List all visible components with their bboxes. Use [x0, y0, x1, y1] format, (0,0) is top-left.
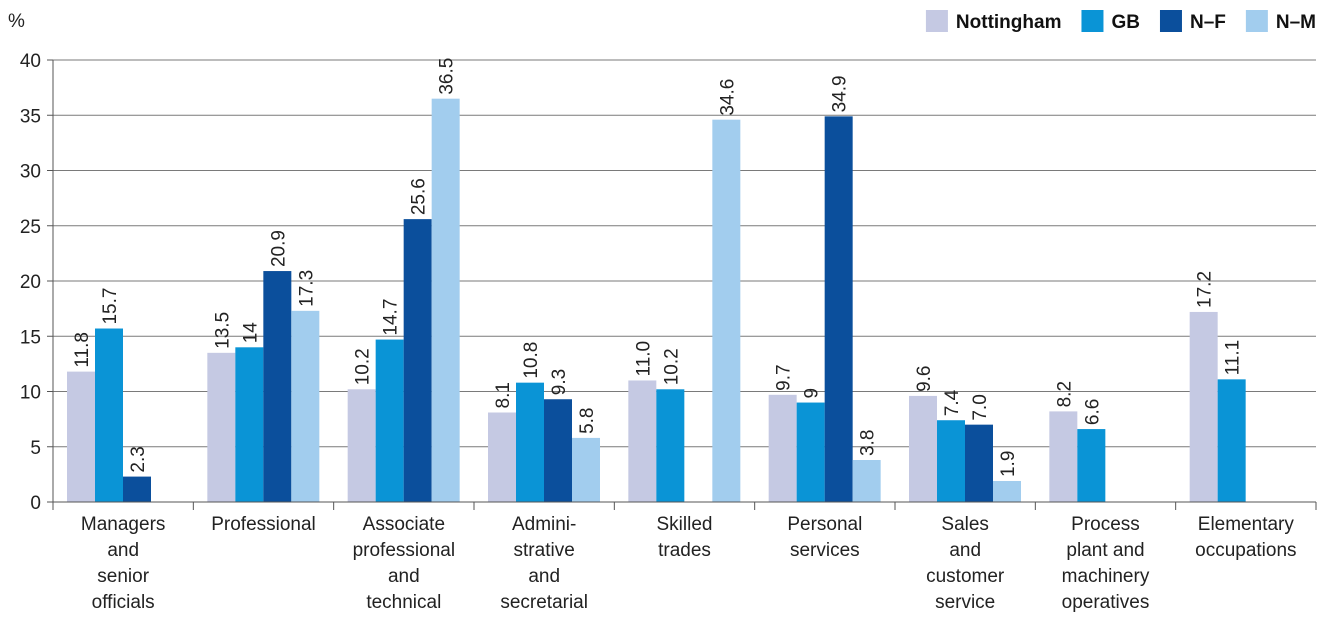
bar-gb — [1217, 379, 1246, 502]
x-category-label: Elementary occupations — [1195, 514, 1296, 561]
data-label: 9.6 — [914, 365, 935, 391]
data-label: 15.7 — [100, 288, 121, 325]
data-label: 11.0 — [633, 341, 654, 377]
bar-gb — [95, 328, 123, 502]
legend-swatch-gb — [1081, 10, 1104, 32]
bar-nottingham — [1189, 311, 1218, 502]
y-tick-label: 20 — [20, 272, 41, 293]
y-tick-label: 10 — [20, 383, 41, 404]
bar-nf — [263, 271, 292, 502]
bar-gb — [516, 382, 544, 502]
bar-nottingham — [347, 389, 376, 502]
data-label: 11.8 — [72, 332, 93, 368]
data-label: 3.8 — [858, 430, 879, 456]
data-label: 14.7 — [381, 299, 402, 336]
legend-swatch-nottingham — [925, 10, 948, 32]
legend-swatch-nm — [1245, 10, 1268, 32]
bar-nf — [403, 219, 432, 502]
legend: Nottingham GB N–F N–M — [925, 10, 1316, 33]
y-tick-label: 35 — [20, 106, 41, 127]
bar-nm — [993, 481, 1021, 502]
data-label: 13.5 — [212, 312, 233, 349]
data-label: 7.4 — [942, 389, 963, 416]
data-label: 34.6 — [717, 79, 738, 116]
bar-nf — [123, 476, 151, 502]
bar-nottingham — [207, 352, 236, 502]
data-label: 34.9 — [830, 75, 851, 112]
data-label: 17.2 — [1195, 271, 1216, 308]
bar-gb — [375, 339, 404, 502]
bar-nottingham — [488, 412, 516, 502]
data-label: 8.1 — [493, 382, 514, 408]
data-labels: 11.8 13.5 10.2 8.1 11.0 9.7 9.6 8.2 17.2 15.7 14 14… — [72, 58, 1244, 477]
x-category-label: Professional — [211, 514, 316, 535]
data-label: 20.9 — [268, 230, 289, 267]
data-label: 8.2 — [1054, 381, 1075, 407]
y-tick-label: 30 — [20, 162, 41, 183]
y-tick-label: 0 — [30, 493, 41, 514]
x-category-label: Process plant and machinery operatives — [1062, 514, 1150, 613]
bar-nottingham — [1049, 411, 1078, 502]
data-label: 10.2 — [661, 348, 682, 385]
x-category-label: Managers and senior officials — [81, 514, 166, 613]
x-category-label: Sales and customer service — [926, 514, 1005, 613]
bar-gb — [937, 420, 965, 502]
data-label: 10.2 — [353, 348, 374, 385]
data-label: 9.3 — [549, 369, 570, 395]
bar-nm — [291, 310, 320, 502]
data-label: 2.3 — [128, 446, 149, 472]
x-category-label: Skilled trades — [657, 514, 713, 561]
bar-nm — [431, 98, 460, 503]
data-label: 5.8 — [577, 407, 598, 433]
x-category-label: Admini-strative and secretarial — [500, 514, 588, 613]
bar-nf — [824, 116, 853, 502]
y-tick-label: 5 — [30, 438, 41, 459]
bars — [67, 98, 1246, 503]
bar-nm — [572, 437, 600, 502]
bar-nottingham — [768, 394, 797, 502]
data-label: 9 — [802, 388, 823, 399]
bar-nf — [544, 399, 572, 502]
bar-gb — [235, 347, 264, 502]
y-unit-label: % — [8, 11, 25, 32]
bar-nf — [965, 424, 993, 502]
bar-nottingham — [67, 371, 95, 502]
data-label: 6.6 — [1082, 399, 1103, 425]
data-label: 9.7 — [774, 364, 795, 390]
data-label: 36.5 — [437, 58, 458, 95]
legend-label-nf: N–F — [1190, 12, 1226, 33]
data-label: 17.3 — [296, 270, 317, 307]
data-label: 25.6 — [409, 178, 430, 215]
y-tick-label: 40 — [20, 51, 41, 72]
bar-nm — [712, 119, 741, 503]
x-category-label: Personal services — [787, 514, 862, 561]
data-label: 10.8 — [521, 342, 542, 379]
x-category-label: Associate professional and technical — [353, 514, 455, 613]
legend-label-nottingham: Nottingham — [956, 12, 1062, 33]
bar-nottingham — [628, 380, 657, 502]
legend-swatch-nf — [1159, 10, 1182, 32]
data-label: 11.1 — [1223, 340, 1244, 376]
bar-nottingham — [909, 395, 937, 502]
data-label: 7.0 — [970, 394, 991, 420]
bar-gb — [796, 402, 825, 502]
axes: % 0 5 10 15 20 25 30 35 40 Managers and senior offici… — [8, 11, 1317, 613]
bar-gb — [1077, 429, 1106, 502]
data-label: 1.9 — [998, 451, 1019, 477]
y-tick-label: 15 — [20, 327, 41, 348]
data-label: 14 — [240, 322, 261, 344]
bar-nm — [852, 460, 881, 502]
bar-gb — [656, 389, 685, 502]
y-tick-label: 25 — [20, 217, 41, 238]
legend-label-gb: GB — [1111, 12, 1140, 33]
legend-label-nm: N–M — [1276, 12, 1316, 33]
